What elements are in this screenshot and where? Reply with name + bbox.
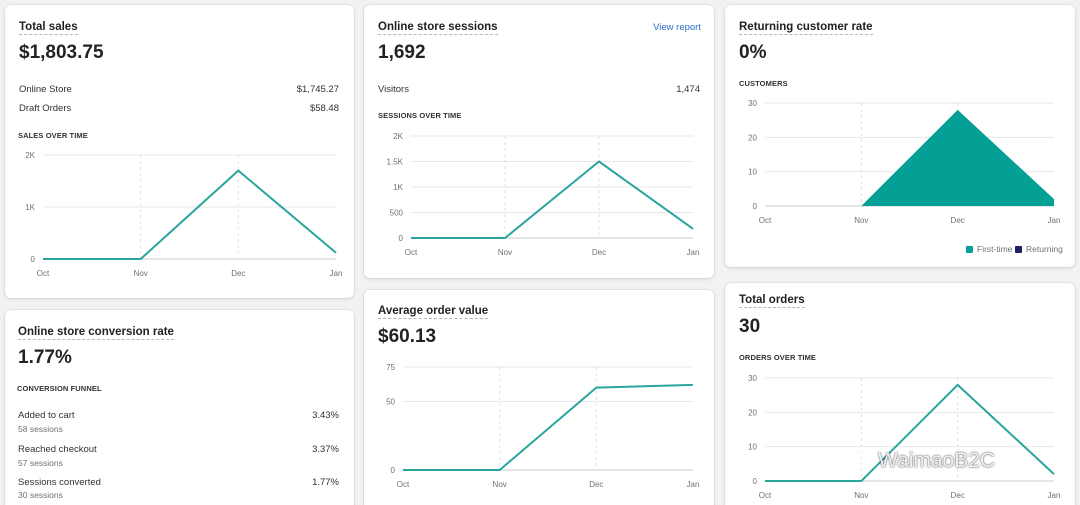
y-tick-label: 75	[386, 363, 395, 372]
x-tick-label: Oct	[759, 491, 772, 500]
legend-swatch	[966, 245, 973, 253]
y-tick-label: 0	[391, 466, 396, 475]
x-tick-label: Dec	[951, 216, 965, 225]
x-tick-label: Jan	[687, 248, 700, 257]
total-sales-value: $1,803.75	[19, 42, 104, 63]
y-tick-label: 0	[753, 477, 758, 486]
y-tick-label: 500	[390, 209, 404, 218]
sessions-value: 1,692	[378, 42, 426, 63]
x-tick-label: Dec	[951, 491, 965, 500]
returning-title[interactable]: Returning customer rate	[739, 21, 873, 35]
total-sales-card: Total sales $1,803.75 Online Store $1,74…	[5, 5, 354, 298]
y-tick-label: 1.5K	[387, 158, 404, 167]
funnel-step-label: Sessions converted	[18, 477, 101, 488]
x-tick-label: Jan	[1048, 216, 1061, 225]
sessions-over-time-chart: 0 500 1K 1.5K 2K Oct Nov Dec Jan	[387, 132, 700, 257]
y-tick-label: 0	[399, 234, 404, 243]
series-line	[765, 383, 1055, 482]
legend-returning[interactable]: Returning	[1015, 244, 1063, 254]
legend-label: Returning	[1026, 244, 1063, 254]
sales-over-time-chart: 0 1K 2K Oct Nov Dec Jan	[25, 151, 343, 278]
sales-row-label: Draft Orders	[19, 103, 72, 114]
orders-value: 30	[739, 316, 761, 337]
series-line	[403, 383, 694, 471]
funnel-step-label: Reached checkout	[18, 444, 97, 455]
y-tick-label: 30	[748, 99, 757, 108]
sales-row-value: $1,745.27	[296, 84, 339, 95]
funnel-step-value: 3.37%	[312, 444, 339, 455]
conversion-value: 1.77%	[18, 347, 72, 368]
series-line	[411, 160, 694, 239]
conversion-card: Online store conversion rate 1.77% CONVE…	[5, 310, 354, 505]
funnel-step-sessions: 57 sessions	[18, 458, 63, 468]
funnel-step-value: 1.77%	[312, 477, 339, 488]
x-tick-label: Dec	[592, 248, 606, 257]
x-tick-label: Jan	[1048, 491, 1061, 500]
view-report-link[interactable]: View report	[653, 22, 701, 33]
returning-customer-card: Returning customer rate 0% CUSTOMERS 0 10…	[725, 5, 1075, 267]
y-tick-label: 2K	[393, 132, 403, 141]
funnel-step-value: 3.43%	[312, 410, 339, 421]
x-tick-label: Oct	[759, 216, 772, 225]
returning-value: 0%	[739, 42, 767, 63]
aov-value: $60.13	[378, 326, 437, 347]
x-tick-label: Dec	[231, 269, 245, 278]
aov-chart: 0 50 75 Oct Nov Dec Jan	[386, 363, 700, 489]
x-tick-label: Jan	[330, 269, 343, 278]
total-sales-title[interactable]: Total sales	[19, 21, 78, 35]
y-tick-label: 20	[748, 133, 757, 142]
y-tick-label: 10	[748, 168, 757, 177]
aov-title[interactable]: Average order value	[378, 305, 489, 319]
y-tick-label: 2K	[25, 151, 35, 160]
x-tick-label: Jan	[687, 480, 700, 489]
legend-swatch	[1015, 245, 1022, 253]
x-tick-label: Oct	[37, 269, 50, 278]
sales-section-label: SALES OVER TIME	[18, 131, 88, 140]
visitors-value: 1,474	[676, 84, 700, 95]
x-tick-label: Oct	[405, 248, 418, 257]
funnel-section-label: CONVERSION FUNNEL	[17, 384, 102, 393]
sessions-title[interactable]: Online store sessions	[378, 21, 498, 35]
watermark: WaimaoB2C	[848, 448, 995, 474]
x-tick-label: Oct	[397, 480, 410, 489]
visitors-label: Visitors	[378, 84, 409, 95]
x-tick-label: Nov	[854, 491, 868, 500]
customers-section-label: CUSTOMERS	[739, 79, 788, 88]
x-tick-label: Nov	[854, 216, 868, 225]
total-orders-card: Total orders 30 ORDERS OVER TIME 0 10 20 30…	[725, 283, 1075, 505]
sales-row-value: $58.48	[309, 103, 339, 114]
series-area-first-time	[765, 109, 1054, 206]
funnel-step-sessions: 58 sessions	[18, 424, 63, 434]
watermark-text: WaimaoB2C	[878, 449, 996, 472]
y-tick-label: 50	[386, 397, 395, 406]
aov-card: Average order value $60.13 0 50 75 Oct Nov De…	[364, 290, 714, 505]
orders-section-label: ORDERS OVER TIME	[739, 353, 817, 362]
series-line	[43, 169, 337, 260]
y-tick-label: 10	[748, 443, 757, 452]
y-tick-label: 1K	[393, 183, 403, 192]
x-tick-label: Nov	[493, 480, 507, 489]
y-tick-label: 1K	[25, 203, 35, 212]
orders-over-time-chart: 0 10 20 30 Oct Nov Dec Jan	[748, 374, 1061, 500]
x-tick-label: Dec	[589, 480, 603, 489]
y-tick-label: 30	[748, 374, 757, 383]
y-tick-label: 0	[31, 255, 36, 264]
wechat-icon	[848, 448, 872, 474]
x-tick-label: Nov	[498, 248, 512, 257]
y-tick-label: 20	[748, 408, 757, 417]
legend-first-time[interactable]: First-time	[966, 244, 1012, 254]
funnel-step-sessions: 30 sessions	[18, 490, 63, 500]
funnel-step-label: Added to cart	[18, 410, 75, 421]
legend-label: First-time	[977, 244, 1013, 254]
sessions-card: Online store sessions View report 1,692 …	[364, 5, 714, 278]
sales-row-label: Online Store	[19, 84, 72, 95]
customers-chart: 0 10 20 30 Oct Nov Dec Jan	[748, 99, 1061, 225]
conversion-title[interactable]: Online store conversion rate	[18, 326, 174, 340]
x-tick-label: Nov	[134, 269, 148, 278]
sessions-section-label: SESSIONS OVER TIME	[378, 111, 462, 120]
orders-title[interactable]: Total orders	[739, 294, 805, 308]
y-tick-label: 0	[753, 202, 758, 211]
